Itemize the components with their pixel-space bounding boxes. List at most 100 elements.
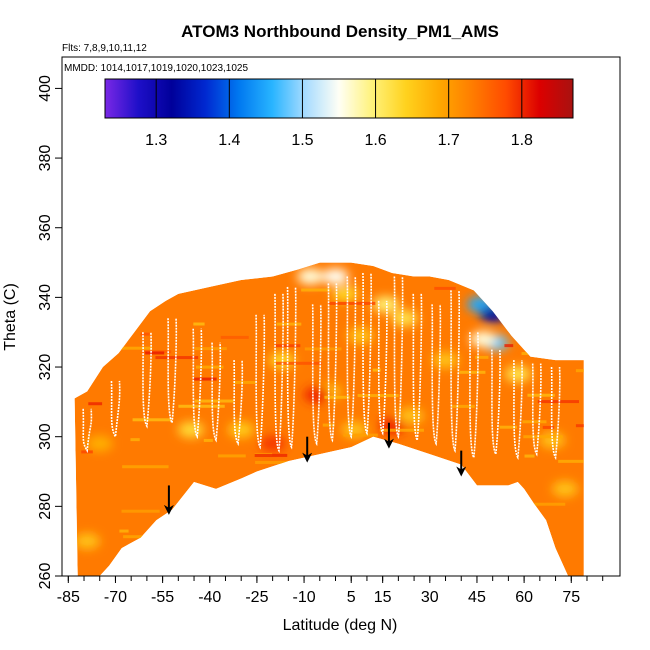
colorbar-tick-label: 1.4 bbox=[218, 132, 240, 149]
texture-stripe bbox=[499, 425, 517, 429]
texture-stripe bbox=[379, 428, 424, 432]
sampling-track bbox=[412, 293, 423, 443]
texture-stripe bbox=[399, 475, 443, 479]
texture-stripe bbox=[459, 370, 486, 374]
texture-stripe bbox=[256, 485, 271, 489]
sampling-track bbox=[327, 283, 338, 443]
texture-stripe bbox=[121, 509, 160, 513]
colorbar-ticks: 1.3 1.4 1.5 1.6 1.7 1.8 bbox=[145, 79, 533, 149]
x-tick-label: 45 bbox=[468, 589, 486, 606]
texture-stripe bbox=[343, 433, 378, 437]
texture-stripe bbox=[564, 296, 584, 300]
y-tick-label: 340 bbox=[37, 284, 54, 311]
sampling-track bbox=[192, 328, 203, 440]
texture-stripe bbox=[475, 355, 489, 359]
texture-stripe bbox=[194, 347, 227, 351]
texture-stripe bbox=[357, 394, 399, 398]
sampling-track bbox=[110, 380, 121, 440]
density-anomaly bbox=[259, 435, 286, 452]
x-tick-label: -70 bbox=[104, 589, 127, 606]
density-anomaly bbox=[228, 421, 255, 438]
texture-stripe bbox=[218, 454, 246, 458]
texture-stripe bbox=[275, 361, 322, 365]
texture-stripe bbox=[130, 438, 140, 442]
density-anomaly bbox=[177, 421, 204, 438]
texture-stripe bbox=[194, 399, 234, 403]
sampling-track bbox=[167, 318, 178, 426]
sampling-track bbox=[82, 408, 93, 454]
texture-stripe bbox=[195, 365, 224, 369]
sampling-track bbox=[377, 300, 388, 436]
density-anomaly bbox=[347, 327, 374, 344]
sampling-track bbox=[491, 349, 501, 457]
sampling-track bbox=[393, 276, 404, 440]
texture-stripe bbox=[193, 377, 217, 381]
texture-stripe bbox=[299, 527, 334, 531]
density-anomaly bbox=[391, 310, 418, 327]
x-tick-label: -25 bbox=[245, 589, 268, 606]
x-axis-label: Latitude (deg N) bbox=[283, 617, 398, 634]
y-tick-label: 260 bbox=[37, 563, 54, 590]
x-tick-label: 75 bbox=[562, 589, 580, 606]
texture-stripe bbox=[524, 454, 535, 458]
sampling-track bbox=[274, 293, 284, 454]
texture-stripe bbox=[276, 322, 302, 326]
x-tick-label: -55 bbox=[151, 589, 174, 606]
texture-stripe bbox=[88, 402, 103, 406]
texture-stripe bbox=[220, 335, 249, 339]
colorbar: 1.3 1.4 1.5 1.6 1.7 1.8 bbox=[104, 78, 574, 149]
density-anomaly bbox=[432, 352, 459, 369]
y-tick-label: 380 bbox=[37, 145, 54, 172]
texture-stripe bbox=[542, 425, 555, 429]
density-anomaly bbox=[322, 268, 349, 285]
y-axis: 260 280 300 320 340 360 380 400 bbox=[37, 75, 62, 589]
sampling-track bbox=[311, 304, 322, 447]
texture-stripe bbox=[155, 356, 199, 360]
sampling-track bbox=[362, 272, 372, 436]
texture-stripe bbox=[517, 502, 566, 506]
x-tick-label: 60 bbox=[515, 589, 533, 606]
sampling-tracks bbox=[82, 272, 561, 461]
sampling-track bbox=[513, 360, 523, 461]
density-field bbox=[74, 262, 584, 576]
texture-stripe bbox=[372, 368, 381, 372]
texture-stripe bbox=[415, 471, 442, 475]
density-anomaly bbox=[297, 268, 324, 285]
sampling-track bbox=[469, 332, 479, 461]
y-tick-label: 300 bbox=[37, 423, 54, 450]
dates-note: MMDD: 1014,1017,1019,1020,1023,1025 bbox=[64, 63, 248, 74]
texture-stripe bbox=[451, 404, 475, 408]
x-tick-label: -85 bbox=[57, 589, 80, 606]
density-anomaly bbox=[397, 407, 424, 424]
density-anomaly bbox=[551, 480, 578, 497]
sampling-track bbox=[233, 360, 244, 447]
x-tick-label: -10 bbox=[293, 589, 316, 606]
flights-note: Flts: 7,8,9,10,11,12 bbox=[62, 43, 147, 54]
texture-stripe bbox=[160, 547, 185, 551]
plot-frame bbox=[61, 56, 621, 577]
texture-stripe bbox=[254, 453, 288, 457]
texture-stripe bbox=[119, 529, 129, 533]
colorbar-gradient bbox=[104, 78, 574, 119]
y-tick-label: 280 bbox=[37, 493, 54, 520]
sampling-track bbox=[346, 276, 357, 440]
chart-title: ATOM3 Northbound Density_PM1_AMS bbox=[181, 22, 499, 41]
sampling-track bbox=[550, 366, 561, 461]
x-tick-label: 15 bbox=[374, 589, 392, 606]
sampling-track bbox=[431, 304, 442, 447]
colorbar-tick-label: 1.6 bbox=[364, 132, 386, 149]
sampling-track bbox=[142, 332, 152, 429]
texture-stripe bbox=[324, 395, 351, 399]
x-tick-label: 5 bbox=[347, 589, 356, 606]
texture-stripe bbox=[301, 288, 332, 292]
density-anomaly bbox=[504, 366, 531, 382]
texture-stripe bbox=[203, 438, 213, 442]
density-anomaly bbox=[86, 435, 113, 452]
texture-stripe bbox=[332, 526, 357, 530]
texture-stripe bbox=[166, 534, 180, 538]
sampling-track bbox=[531, 363, 542, 457]
colorbar-tick-label: 1.8 bbox=[511, 132, 533, 149]
texture-stripe bbox=[328, 301, 376, 305]
texture-stripe bbox=[553, 330, 570, 334]
